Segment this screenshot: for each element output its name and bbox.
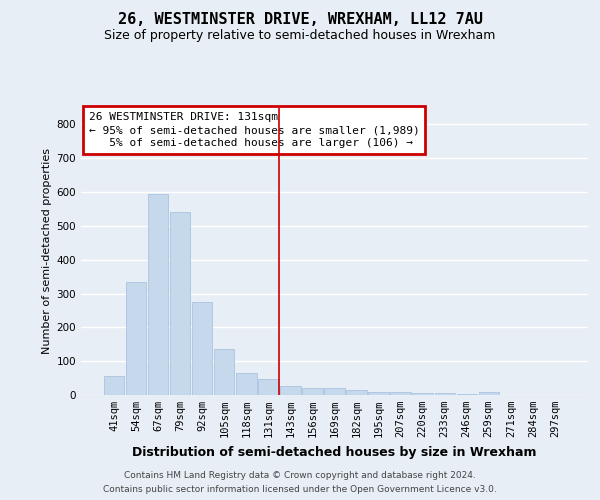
Bar <box>214 350 235 395</box>
Bar <box>280 386 301 395</box>
Bar <box>368 392 389 395</box>
Text: 26 WESTMINSTER DRIVE: 131sqm
← 95% of semi-detached houses are smaller (1,989)
 : 26 WESTMINSTER DRIVE: 131sqm ← 95% of se… <box>89 112 419 148</box>
Bar <box>325 388 344 395</box>
Bar <box>457 394 477 395</box>
Bar <box>258 379 278 395</box>
Text: 26, WESTMINSTER DRIVE, WREXHAM, LL12 7AU: 26, WESTMINSTER DRIVE, WREXHAM, LL12 7AU <box>118 12 482 28</box>
Text: Contains HM Land Registry data © Crown copyright and database right 2024.: Contains HM Land Registry data © Crown c… <box>124 471 476 480</box>
Bar <box>104 376 124 395</box>
Bar <box>170 212 190 395</box>
Bar <box>236 373 257 395</box>
Bar <box>346 390 367 395</box>
Bar <box>302 388 323 395</box>
X-axis label: Distribution of semi-detached houses by size in Wrexham: Distribution of semi-detached houses by … <box>132 446 537 458</box>
Bar <box>126 282 146 395</box>
Bar <box>148 194 169 395</box>
Bar <box>412 392 433 395</box>
Text: Contains public sector information licensed under the Open Government Licence v3: Contains public sector information licen… <box>103 485 497 494</box>
Text: Size of property relative to semi-detached houses in Wrexham: Size of property relative to semi-detach… <box>104 29 496 42</box>
Bar <box>391 392 411 395</box>
Bar <box>479 392 499 395</box>
Y-axis label: Number of semi-detached properties: Number of semi-detached properties <box>43 148 52 354</box>
Bar <box>192 302 212 395</box>
Bar <box>434 392 455 395</box>
